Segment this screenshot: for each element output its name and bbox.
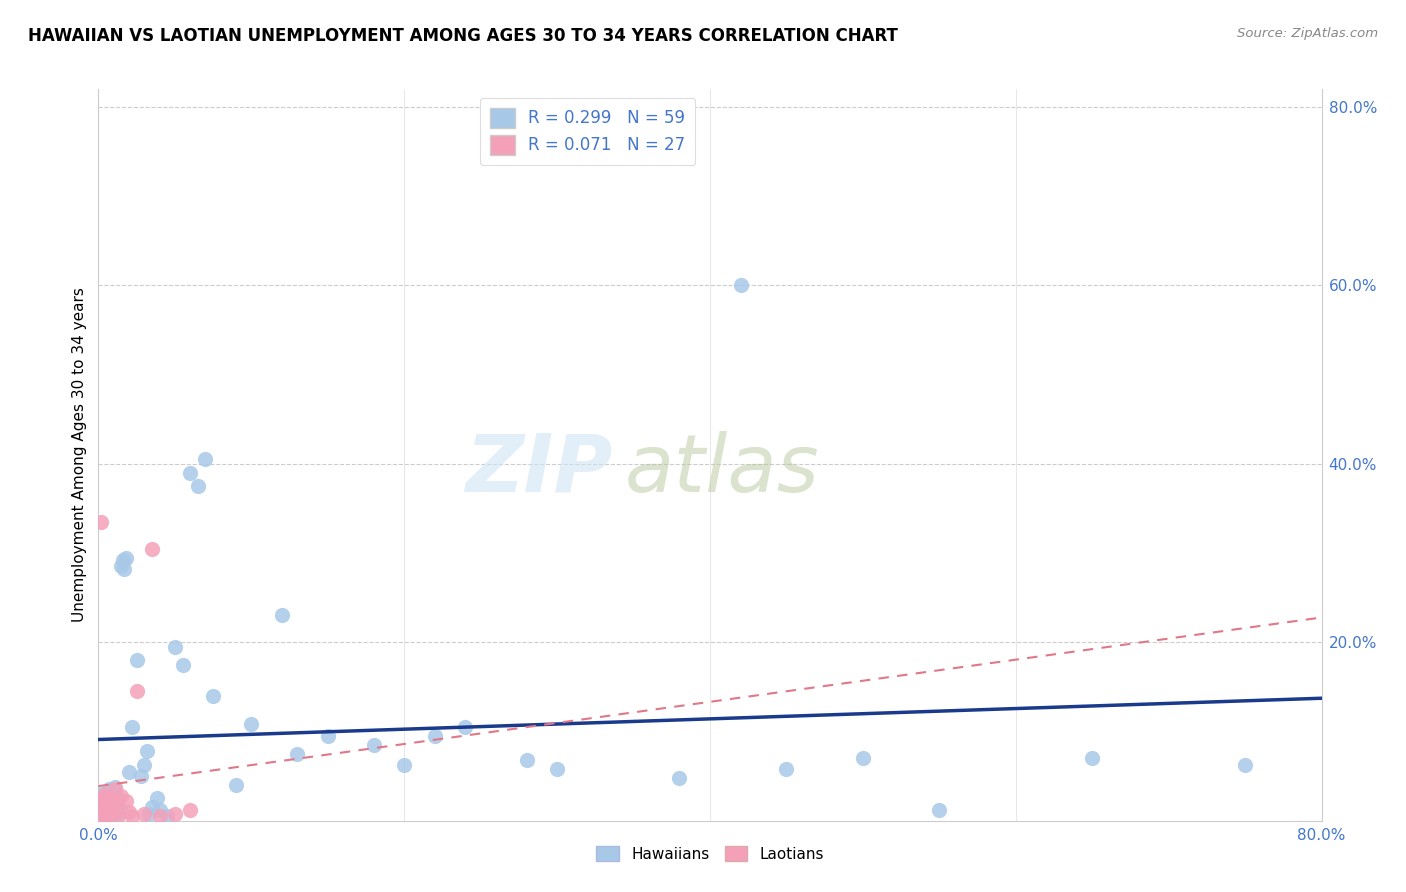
Point xyxy=(118,764,141,779)
Point xyxy=(138,806,160,821)
Point xyxy=(98,782,121,797)
Point xyxy=(240,717,263,731)
Point xyxy=(98,794,121,808)
Point xyxy=(202,689,225,703)
Point xyxy=(103,805,125,819)
Point xyxy=(270,608,292,623)
Point xyxy=(105,797,128,812)
Point xyxy=(125,684,148,698)
Point xyxy=(100,800,122,814)
Point xyxy=(546,762,568,776)
Point xyxy=(454,720,477,734)
Point xyxy=(172,657,194,672)
Point xyxy=(363,738,385,752)
Point xyxy=(93,805,115,819)
Point xyxy=(110,789,132,803)
Point xyxy=(129,769,152,783)
Point xyxy=(91,791,114,805)
Point xyxy=(93,806,115,821)
Point xyxy=(94,803,117,817)
Point xyxy=(141,541,163,556)
Point xyxy=(105,791,128,805)
Point xyxy=(187,479,209,493)
Point xyxy=(118,805,141,819)
Point xyxy=(149,803,172,817)
Point xyxy=(97,791,120,805)
Point xyxy=(93,787,115,801)
Point xyxy=(91,800,114,814)
Point xyxy=(775,762,797,776)
Point xyxy=(101,800,124,814)
Y-axis label: Unemployment Among Ages 30 to 34 years: Unemployment Among Ages 30 to 34 years xyxy=(72,287,87,623)
Point xyxy=(111,553,134,567)
Point xyxy=(852,751,875,765)
Point xyxy=(100,789,122,803)
Point xyxy=(108,803,131,817)
Point xyxy=(149,809,172,823)
Point xyxy=(668,771,690,785)
Point xyxy=(97,803,120,817)
Point xyxy=(225,778,247,792)
Text: Source: ZipAtlas.com: Source: ZipAtlas.com xyxy=(1237,27,1378,40)
Point xyxy=(94,791,117,805)
Point xyxy=(93,800,115,814)
Point xyxy=(179,466,201,480)
Point xyxy=(163,640,186,654)
Point xyxy=(115,550,138,565)
Point xyxy=(115,794,138,808)
Point xyxy=(316,729,339,743)
Point xyxy=(94,797,117,812)
Point xyxy=(101,805,124,819)
Point xyxy=(145,791,167,805)
Point xyxy=(107,806,129,821)
Point xyxy=(121,809,143,823)
Point xyxy=(98,806,121,821)
Point xyxy=(103,796,125,810)
Point xyxy=(156,809,179,823)
Point xyxy=(136,744,159,758)
Point xyxy=(107,809,129,823)
Point xyxy=(90,787,112,801)
Point xyxy=(97,797,120,812)
Text: ZIP: ZIP xyxy=(465,431,612,508)
Point xyxy=(392,758,416,772)
Point xyxy=(103,809,125,823)
Point xyxy=(110,559,132,574)
Point xyxy=(730,278,752,293)
Point xyxy=(97,787,120,801)
Point xyxy=(104,782,127,797)
Point xyxy=(928,803,950,817)
Point xyxy=(141,800,163,814)
Text: atlas: atlas xyxy=(624,431,820,508)
Point xyxy=(516,753,538,767)
Point xyxy=(1081,751,1104,765)
Point xyxy=(134,806,156,821)
Point xyxy=(163,806,186,821)
Point xyxy=(1234,758,1257,772)
Point xyxy=(91,809,114,823)
Text: HAWAIIAN VS LAOTIAN UNEMPLOYMENT AMONG AGES 30 TO 34 YEARS CORRELATION CHART: HAWAIIAN VS LAOTIAN UNEMPLOYMENT AMONG A… xyxy=(28,27,898,45)
Point xyxy=(179,803,201,817)
Point xyxy=(285,747,308,761)
Point xyxy=(94,809,117,823)
Point xyxy=(91,796,114,810)
Point xyxy=(194,452,217,467)
Point xyxy=(90,515,112,529)
Point xyxy=(121,720,143,734)
Legend: Hawaiians, Laotians: Hawaiians, Laotians xyxy=(589,839,831,868)
Point xyxy=(112,562,135,576)
Point xyxy=(104,780,127,794)
Point xyxy=(125,653,148,667)
Point xyxy=(100,794,122,808)
Point xyxy=(134,758,156,772)
Point xyxy=(89,806,111,821)
Point xyxy=(423,729,446,743)
